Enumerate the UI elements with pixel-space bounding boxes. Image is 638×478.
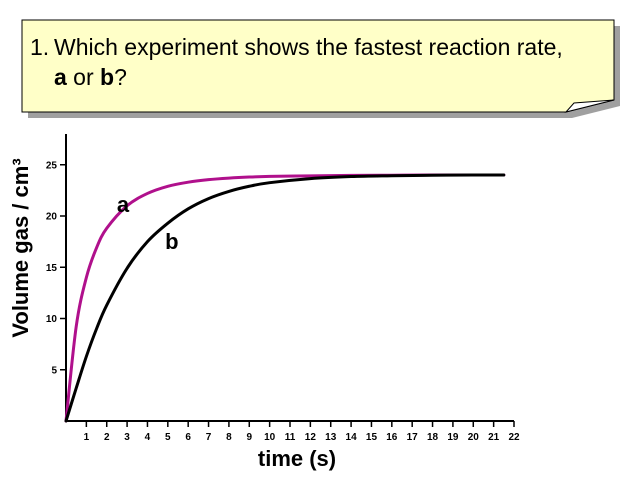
question-box: 1. Which experiment shows the fastest rea… <box>0 0 638 130</box>
question-box-folded-corner <box>564 99 615 113</box>
y-axis-label: Volume gas / cm³ <box>8 158 33 337</box>
x-axis-label: time (s) <box>258 446 336 471</box>
question-text: 1. Which experiment shows the fastest rea… <box>30 32 610 92</box>
reaction-rate-chart: 1 2 3 4 5 6 7 8 9 10 11 12 13 14 15 16 17 18 19 20 21 2251015… <box>8 134 520 471</box>
x-tick-label: 8 <box>226 432 232 443</box>
x-tick-label: 6 <box>185 432 191 443</box>
x-tick-label: 9 <box>246 432 252 443</box>
x-tick-label: 21 <box>488 432 500 443</box>
question-box-background <box>21 19 620 118</box>
x-tick-label: 11 <box>285 432 296 443</box>
y-tick-label: 5 <box>51 365 57 376</box>
x-tick-label: 15 <box>366 432 378 443</box>
option-b: b <box>100 64 115 90</box>
x-tick-label: 7 <box>206 432 212 443</box>
question-stem: Which experiment shows the fastest react… <box>54 34 563 60</box>
x-tick-label: 19 <box>447 432 459 443</box>
x-tick-label: 22 <box>508 432 520 443</box>
x-tick-label: 4 <box>145 432 151 443</box>
question-line-2: a or b? <box>30 62 610 92</box>
question-line-1: 1. Which experiment shows the fastest rea… <box>30 32 610 62</box>
series-line-a <box>64 173 506 423</box>
y-tick-label: 10 <box>46 314 58 325</box>
option-a: a <box>54 64 67 90</box>
axes: 1 2 3 4 5 6 7 8 9 10 11 12 13 14 15 16 17 18 19 20 21 2251015… <box>46 134 520 443</box>
x-tick-label: 10 <box>264 432 276 443</box>
question-number: 1. <box>30 34 50 60</box>
x-tick-label: 2 <box>104 432 110 443</box>
y-tick-label: 25 <box>46 160 58 171</box>
y-tick-label: 20 <box>46 212 58 223</box>
or-word: or <box>66 64 101 90</box>
series-label-a: a <box>117 192 130 217</box>
x-tick-label: 12 <box>305 432 317 443</box>
x-tick-label: 5 <box>165 432 171 443</box>
series-group: ab <box>64 173 506 423</box>
x-tick-label: 16 <box>386 432 398 443</box>
x-tick-label: 17 <box>407 432 419 443</box>
series-line-b <box>64 173 506 423</box>
x-tick-label: 14 <box>346 432 358 443</box>
question-mark: ? <box>114 64 127 90</box>
x-tick-label: 20 <box>468 432 480 443</box>
x-tick-label: 18 <box>427 432 439 443</box>
series-label-b: b <box>165 229 178 254</box>
x-tick-label: 3 <box>124 432 130 443</box>
x-tick-label: 1 <box>84 432 90 443</box>
x-tick-label: 13 <box>325 432 337 443</box>
axis-labels: time (s) Volume gas / cm³ <box>8 158 336 471</box>
y-tick-label: 15 <box>46 263 58 274</box>
